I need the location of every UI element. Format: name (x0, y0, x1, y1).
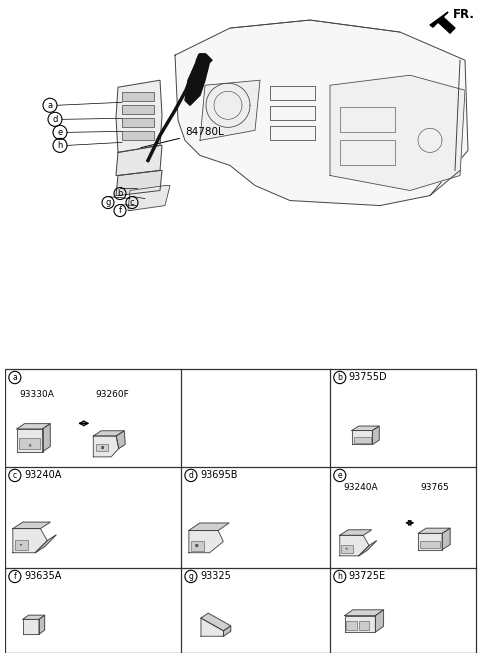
Text: 93325: 93325 (200, 571, 231, 581)
Text: ★: ★ (18, 543, 23, 547)
Polygon shape (13, 522, 50, 529)
Bar (122, 92, 154, 101)
Polygon shape (418, 528, 450, 533)
Polygon shape (340, 535, 369, 556)
Text: c: c (13, 471, 17, 480)
Polygon shape (375, 610, 384, 632)
Polygon shape (116, 146, 162, 175)
Text: e: e (58, 128, 62, 137)
Bar (15, 541, 28, 550)
Polygon shape (442, 528, 450, 550)
Text: 93725E: 93725E (349, 571, 386, 581)
Polygon shape (175, 20, 468, 205)
Polygon shape (200, 80, 260, 140)
Text: 93765: 93765 (420, 483, 449, 491)
Polygon shape (23, 619, 39, 634)
Polygon shape (39, 615, 45, 634)
Polygon shape (340, 530, 372, 535)
Bar (122, 118, 154, 127)
Polygon shape (93, 436, 119, 457)
Text: h: h (337, 572, 342, 581)
Text: 84780L: 84780L (141, 127, 224, 148)
Text: ■: ■ (101, 445, 104, 449)
Polygon shape (352, 430, 372, 445)
Bar (341, 545, 353, 554)
Bar (122, 105, 154, 114)
Polygon shape (224, 626, 231, 636)
Text: 93260F: 93260F (96, 390, 129, 399)
Bar (359, 621, 369, 630)
Polygon shape (418, 533, 442, 550)
Text: ★: ★ (345, 547, 348, 551)
Text: h: h (57, 141, 63, 150)
Bar (340, 108, 395, 133)
Polygon shape (352, 426, 379, 430)
Text: b: b (117, 189, 123, 198)
Polygon shape (93, 431, 124, 436)
Text: f: f (119, 206, 121, 215)
Text: e: e (337, 471, 342, 480)
Text: g: g (189, 572, 193, 581)
Polygon shape (17, 424, 50, 429)
Bar (420, 541, 440, 548)
Polygon shape (185, 55, 210, 105)
Polygon shape (13, 529, 47, 553)
Polygon shape (189, 531, 223, 553)
Text: 93695B: 93695B (200, 470, 238, 480)
Polygon shape (430, 12, 455, 33)
Polygon shape (189, 523, 229, 531)
Polygon shape (201, 618, 224, 636)
Polygon shape (35, 535, 56, 553)
Bar (122, 131, 154, 140)
Bar (347, 621, 357, 630)
Text: g: g (105, 198, 111, 207)
Bar (96, 443, 108, 451)
Polygon shape (116, 171, 162, 195)
Text: 93330A: 93330A (19, 390, 54, 399)
Text: 93240A: 93240A (344, 483, 378, 491)
Text: d: d (52, 115, 58, 124)
Text: d: d (189, 471, 193, 480)
Polygon shape (17, 429, 43, 452)
Bar (191, 541, 204, 551)
Text: a: a (12, 373, 17, 382)
Polygon shape (116, 80, 162, 152)
Bar (270, 106, 315, 120)
Polygon shape (43, 424, 50, 452)
Text: a: a (48, 101, 53, 110)
Bar (270, 127, 315, 140)
Polygon shape (23, 615, 45, 619)
Polygon shape (201, 613, 231, 631)
Text: ■: ■ (195, 544, 198, 548)
Text: b: b (337, 373, 342, 382)
Text: FR.: FR. (453, 8, 475, 21)
Polygon shape (128, 186, 170, 211)
Polygon shape (372, 426, 379, 445)
Bar (19, 438, 40, 449)
Text: 93635A: 93635A (24, 571, 61, 581)
Text: f: f (13, 572, 16, 581)
Text: c: c (130, 198, 134, 207)
Text: ★: ★ (27, 443, 32, 448)
Bar (340, 140, 395, 165)
Polygon shape (345, 610, 384, 615)
Bar (354, 437, 371, 443)
Text: 93240A: 93240A (24, 470, 61, 480)
Polygon shape (359, 541, 377, 556)
Polygon shape (345, 615, 375, 632)
Text: 93755D: 93755D (349, 373, 387, 382)
Polygon shape (330, 75, 465, 190)
Polygon shape (116, 431, 125, 449)
Bar (270, 86, 315, 100)
